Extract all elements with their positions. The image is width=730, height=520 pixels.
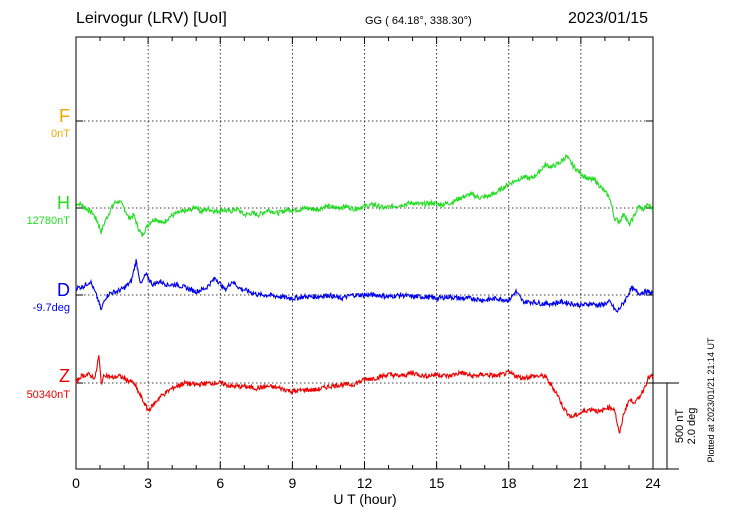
component-baseline-z: 50340nT [26,389,70,401]
scale-bar [653,382,679,470]
x-tick-label: 24 [645,475,661,491]
x-axis-title: U T (hour) [333,491,397,507]
x-tick-label: 9 [288,475,296,491]
grid [76,37,653,469]
component-baseline-f: 0nT [51,128,70,140]
component-letter-z: Z [59,366,70,386]
series-line-h [75,153,654,237]
date-label: 2023/01/15 [568,10,649,27]
component-baseline-h: 12780nT [26,215,70,227]
x-tick-label: 15 [429,475,445,491]
scale-label-nt: 500 nT [674,408,686,444]
x-tick-label: 6 [216,475,224,491]
x-tick-label: 18 [501,475,517,491]
x-tick-label: 12 [357,475,373,491]
coordinates-label: GG ( 64.18°, 338.30°) [365,15,472,27]
x-axis: 0 3 6 9 12 15 18 21 24 [72,37,661,491]
x-tick-label: 0 [72,475,80,491]
component-baseline-d: -9.7deg [32,302,70,314]
series-line-z [75,355,654,434]
series-line-d [75,259,654,314]
component-letter-f: F [59,106,70,126]
component-letter-h: H [57,193,70,213]
x-tick-label: 21 [573,475,589,491]
station-title: Leirvogur (LRV) [UoI] [76,10,227,27]
component-letter-d: D [57,280,70,300]
scale-bar-label: 500 nT 2.0 deg [674,408,698,445]
scale-label-deg: 2.0 deg [686,407,698,445]
x-tick-label: 3 [144,475,152,491]
plotted-timestamp: Plotted at 2023/01/21 21:14 UT [706,337,716,463]
traces [75,153,654,434]
